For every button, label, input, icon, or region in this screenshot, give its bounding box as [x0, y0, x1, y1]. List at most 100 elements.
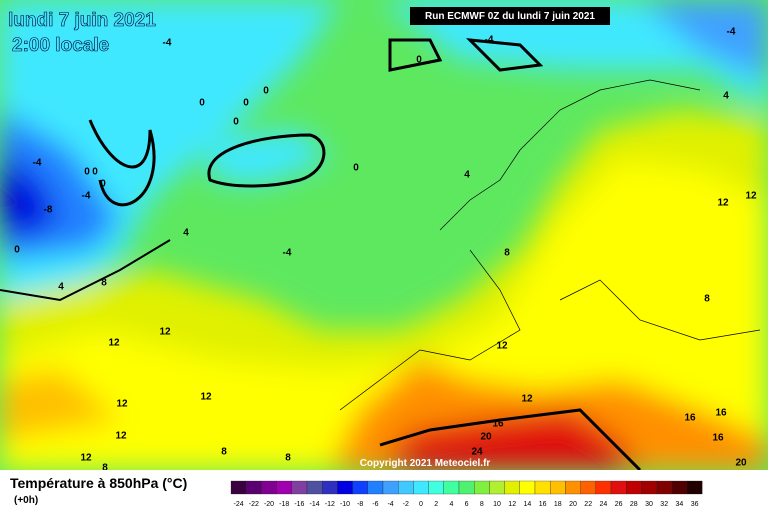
legend-label: 14 — [524, 501, 532, 508]
legend-swatch — [352, 480, 368, 495]
contour-label: 12 — [80, 453, 92, 464]
map — [0, 0, 768, 472]
legend-label: 4 — [449, 501, 453, 508]
legend-label: 32 — [660, 501, 668, 508]
legend-swatch — [580, 480, 596, 495]
legend-label: 0 — [419, 501, 423, 508]
contour-label: 16 — [712, 433, 724, 444]
contour-label: 0 — [199, 98, 205, 109]
contour-label: 4 — [464, 170, 470, 181]
contour-label: -4 — [283, 248, 292, 259]
legend-swatch — [595, 480, 612, 495]
contour-label: 8 — [102, 463, 108, 474]
legend-swatch — [565, 480, 581, 495]
contour-label: 12 — [521, 394, 533, 405]
legend-label: 28 — [630, 501, 638, 508]
map-subtitle: 2:00 locale — [12, 35, 109, 56]
contour-label: -4 — [33, 158, 42, 169]
legend-label: -6 — [372, 501, 378, 508]
color-legend: -24 -22 -20 -18 -16 -14 -12 -10 -8 -6 -4 -2 0 2 4 6 8 10 1… — [230, 480, 703, 508]
legend-swatch — [489, 480, 505, 495]
legend-swatch — [398, 480, 414, 495]
legend-label: 30 — [645, 501, 653, 508]
legend-swatch — [306, 480, 323, 495]
contour-label: 8 — [221, 447, 227, 458]
legend-label: 6 — [465, 501, 469, 508]
legend-label: 12 — [508, 501, 516, 508]
contour-label: 8 — [504, 248, 510, 259]
legend-swatch — [550, 480, 566, 495]
legend-label: 18 — [554, 501, 562, 508]
contour-label: 12 — [745, 191, 757, 202]
legend-swatch — [626, 480, 642, 495]
contour-label: 0 — [353, 163, 359, 174]
legend-swatch — [276, 480, 292, 495]
legend-label: 26 — [615, 501, 623, 508]
run-box — [410, 7, 610, 25]
legend-label: -18 — [279, 501, 289, 508]
legend-swatch — [610, 480, 627, 495]
legend-label: -2 — [403, 501, 409, 508]
contour-label: 12 — [108, 338, 120, 349]
legend-swatch — [458, 480, 475, 495]
legend-label: 34 — [676, 501, 684, 508]
contour-label: 24 — [471, 447, 483, 458]
contour-label: 0 — [14, 245, 20, 256]
contour-label: 12 — [496, 341, 508, 352]
legend-swatch — [641, 480, 657, 495]
contour-label: 0 — [243, 98, 249, 109]
contour-label: 0 — [416, 55, 422, 66]
legend-label: 16 — [539, 501, 547, 508]
contour-label: -4 — [727, 27, 736, 38]
legend-swatch — [474, 480, 490, 495]
contour-label: 4 — [723, 91, 729, 102]
legend-label: 10 — [493, 501, 501, 508]
contour-label: 20 — [480, 432, 492, 443]
legend-swatch — [686, 480, 703, 495]
contour-label: 12 — [717, 198, 729, 209]
contour-label: -4 — [485, 35, 494, 46]
footer-step: (+0h) — [14, 495, 38, 506]
legend-swatch — [322, 480, 338, 495]
contour-label: -4 — [163, 38, 172, 49]
contour-label: 12 — [116, 399, 128, 410]
legend-swatch — [519, 480, 536, 495]
legend-swatch — [504, 480, 520, 495]
legend-label: -24 — [234, 501, 244, 508]
legend-label: -22 — [249, 501, 259, 508]
legend-label: -8 — [357, 501, 363, 508]
legend-swatch — [671, 480, 688, 495]
contour-label: 0 — [92, 167, 98, 178]
contour-label: 0 — [233, 117, 239, 128]
contour-label: 0 — [263, 86, 269, 97]
legend-swatch — [261, 480, 277, 495]
legend-label: 20 — [569, 501, 577, 508]
contour-label: 12 — [200, 392, 212, 403]
contour-label: -4 — [82, 191, 91, 202]
legend-label: -20 — [264, 501, 274, 508]
contour-label: 16 — [492, 419, 504, 430]
legend-label: 2 — [434, 501, 438, 508]
contour-label: 12 — [159, 327, 171, 338]
contour-label: 16 — [684, 413, 696, 424]
legend-swatch — [656, 480, 672, 495]
legend-swatch — [367, 480, 384, 495]
map-title: lundi 7 juin 2021 — [8, 10, 156, 31]
copyright: Copyright 2021 Meteociel.fr — [360, 458, 491, 469]
legend-swatch — [428, 480, 444, 495]
contour-label: 0 — [100, 179, 106, 190]
contour-label: 20 — [735, 458, 747, 469]
legend-label: -14 — [310, 501, 320, 508]
contour-label: 4 — [183, 228, 189, 239]
contour-label: 8 — [285, 453, 291, 464]
contour-label: 8 — [704, 294, 710, 305]
run-label: Run ECMWF 0Z du lundi 7 juin 2021 — [425, 11, 595, 22]
legend-swatch — [443, 480, 460, 495]
legend-swatch — [382, 480, 399, 495]
legend-swatch — [534, 480, 551, 495]
legend-label: -4 — [387, 501, 393, 508]
legend-swatch — [337, 480, 353, 495]
footer-title: Température à 850hPa (°C) — [10, 475, 187, 491]
